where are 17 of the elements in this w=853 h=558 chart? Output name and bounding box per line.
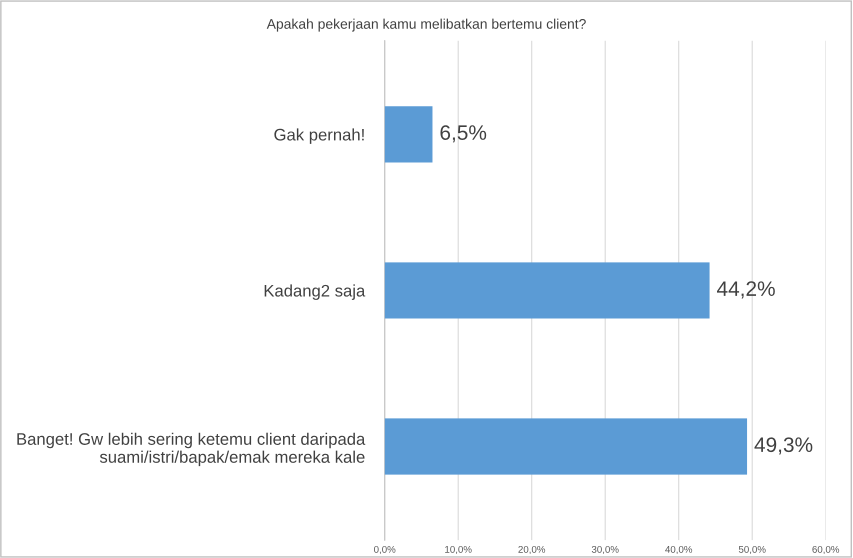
x-tick-label: 50,0% [738,546,766,554]
y-tick-label: Kadang2 saja [264,284,366,300]
data-label: 49,3% [754,437,812,455]
y-tick-label: Banget! Gw lebih sering ketemu client daripada suami/istri/bapak/emak mereka kale [17,432,366,466]
data-label: 44,2% [716,281,775,298]
x-tick-label: 0,0% [374,546,396,554]
bar [384,106,432,162]
x-tick-label: 10,0% [445,546,472,554]
data-label: 6,5% [440,125,486,142]
y-tick-label: Gak pernah! [274,128,364,144]
x-tick-label: 20,0% [518,546,546,554]
x-tick-label: 30,0% [592,546,619,554]
bar [384,262,710,319]
x-tick-label: 40,0% [665,546,692,554]
chart-title: Apakah pekerjaan kamu melibatkan bertemu client? [266,18,586,32]
x-tick-label: 60,0% [812,546,840,554]
bar [384,418,748,475]
